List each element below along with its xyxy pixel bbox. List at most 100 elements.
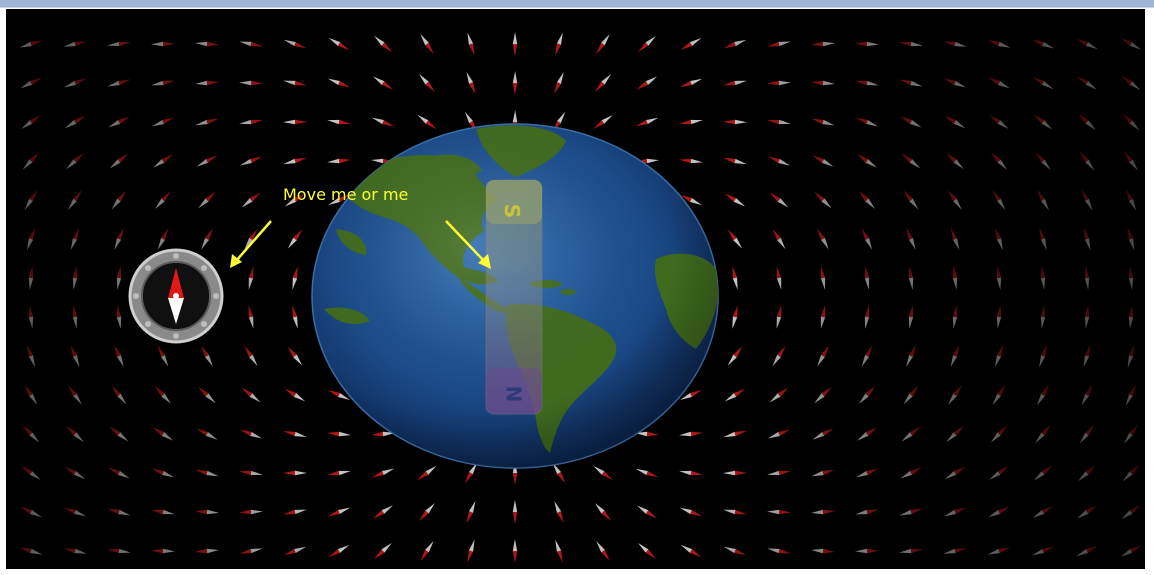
field-needle: [327, 158, 351, 164]
field-needle: [948, 190, 962, 210]
field-needle: [66, 152, 84, 170]
field-needle: [283, 546, 307, 556]
field-needle: [328, 390, 350, 400]
field-needle: [1121, 504, 1141, 520]
field-needle: [467, 539, 475, 563]
field-needle: [817, 345, 829, 367]
field-needle: [201, 228, 213, 250]
window-top-border: [0, 0, 1154, 8]
field-needle: [1127, 227, 1135, 251]
field-needle: [996, 305, 1002, 329]
field-needle: [950, 227, 960, 251]
field-needle: [855, 509, 879, 515]
field-needle: [21, 114, 41, 130]
field-needle: [111, 385, 127, 405]
field-needle: [20, 506, 42, 518]
field-needle: [899, 79, 923, 87]
hint-label: Move me or me: [283, 185, 409, 204]
field-needle: [944, 115, 966, 129]
field-needle: [1079, 424, 1095, 444]
field-needle: [811, 80, 835, 86]
field-needle: [593, 465, 613, 481]
magnet-south-label: S: [500, 203, 525, 219]
field-needle: [776, 305, 782, 329]
field-needle: [724, 193, 746, 207]
field-needle: [466, 71, 476, 95]
arrow-to-magnet: [445, 220, 485, 262]
field-needle: [1125, 189, 1137, 211]
field-needle: [151, 117, 175, 127]
field-needle: [732, 305, 738, 329]
field-needle: [855, 80, 879, 86]
field-needle: [108, 467, 130, 479]
field-needle: [63, 507, 87, 517]
simulation-canvas: Move me or me S N: [6, 9, 1145, 569]
field-needle: [811, 548, 835, 554]
field-needle: [283, 80, 307, 86]
field-needle: [906, 227, 916, 251]
field-needle: [1032, 76, 1054, 90]
field-needle: [196, 155, 218, 167]
field-needle: [767, 548, 791, 554]
field-needle: [328, 37, 350, 51]
field-needle: [554, 500, 564, 524]
field-needle: [1033, 114, 1053, 130]
field-needle: [63, 41, 87, 47]
field-needle: [327, 431, 351, 437]
magnet-north-label: N: [501, 385, 526, 403]
field-needle: [767, 41, 791, 47]
field-needle: [292, 305, 298, 329]
field-needle: [63, 548, 87, 554]
field-needle: [373, 505, 393, 519]
field-needle: [21, 466, 41, 480]
field-needle: [1031, 39, 1055, 49]
field-needle: [767, 80, 791, 86]
field-needle: [772, 345, 786, 367]
field-needle: [1077, 505, 1097, 519]
field-needle: [767, 509, 791, 515]
field-needle: [989, 465, 1009, 481]
field-needle: [327, 470, 351, 476]
field-needle: [63, 78, 87, 88]
field-needle: [680, 389, 702, 401]
field-needle: [1084, 266, 1090, 290]
field-needle: [1123, 424, 1139, 444]
arrow-to-compass: [235, 220, 272, 262]
compass-needle-south: [168, 298, 184, 324]
field-needle: [901, 153, 921, 169]
compass[interactable]: [128, 248, 224, 344]
field-needle: [680, 194, 702, 206]
field-needle: [858, 386, 876, 404]
field-needle: [767, 470, 791, 476]
compass-needle-north: [168, 268, 184, 298]
field-needle: [419, 74, 435, 92]
field-needle: [283, 157, 307, 165]
field-needle: [1035, 424, 1051, 444]
field-needle: [1040, 305, 1046, 329]
field-needle: [239, 429, 263, 439]
field-needle: [239, 41, 263, 47]
field-needle: [328, 194, 350, 206]
field-needle: [811, 41, 835, 47]
field-needle: [292, 266, 298, 290]
field-needle: [679, 470, 703, 476]
field-needle: [371, 117, 395, 127]
field-needle: [594, 74, 612, 92]
field-needle: [72, 266, 78, 290]
field-needle: [195, 548, 219, 554]
field-needle: [943, 548, 967, 554]
field-needle: [157, 228, 169, 250]
field-needle: [151, 80, 175, 86]
field-needle: [820, 266, 826, 290]
field-needle: [855, 548, 879, 554]
field-needle: [248, 305, 254, 329]
field-needle: [72, 305, 78, 329]
bar-magnet[interactable]: [485, 179, 543, 415]
field-needle: [153, 427, 173, 441]
field-needle: [195, 118, 219, 126]
field-needle: [283, 431, 307, 437]
field-needle: [284, 388, 306, 402]
field-needle: [241, 192, 261, 208]
field-needle: [988, 506, 1010, 518]
field-needle: [512, 71, 518, 95]
